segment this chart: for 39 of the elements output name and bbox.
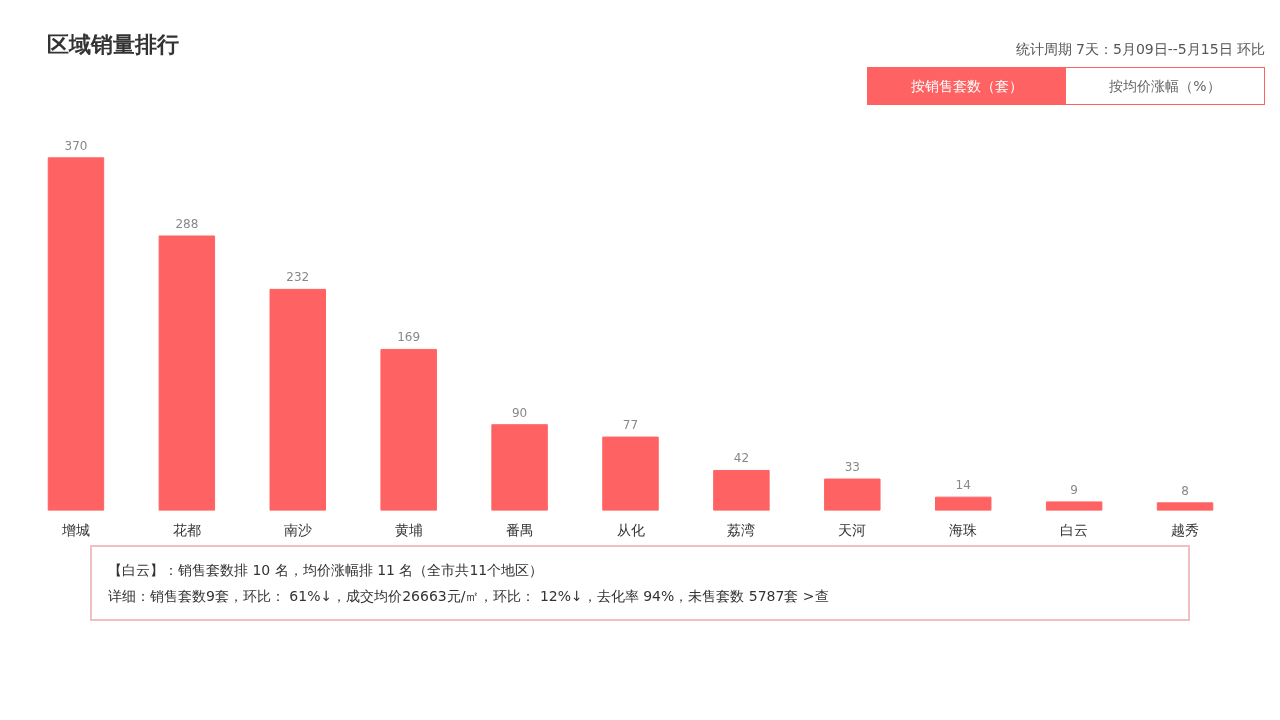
x-tick-label: 越秀 xyxy=(1171,521,1200,538)
x-tick-label: 荔湾 xyxy=(727,521,756,538)
data-label: 14 xyxy=(955,478,971,493)
text: 按均价涨幅（%） xyxy=(1066,68,1264,104)
data-label: 232 xyxy=(286,270,310,285)
x-tick-label: 增城 xyxy=(60,521,90,538)
data-label: 33 xyxy=(844,460,860,475)
bar xyxy=(1156,502,1214,511)
text: 【白云】：销售套数排 10 名，均价涨幅排 11 名（全市共11个地区） xyxy=(108,561,545,580)
bar xyxy=(602,436,659,511)
data-label: 42 xyxy=(733,451,750,466)
bar xyxy=(713,469,770,511)
x-tick-label: 黄埔 xyxy=(394,521,423,538)
bar xyxy=(935,496,992,511)
x-tick-label: 南沙 xyxy=(283,521,312,538)
data-label: 9 xyxy=(1070,482,1078,497)
x-tick-label: 番禺 xyxy=(505,521,534,538)
bar xyxy=(158,235,216,511)
chart-subtitle: 统计周期 7天：5月09日--5月15日 环比 xyxy=(1015,40,1265,59)
bar xyxy=(491,424,548,511)
x-tick-label: 天河 xyxy=(838,521,867,538)
x-tick-label: 白云 xyxy=(1060,521,1089,538)
x-tick-label: 从化 xyxy=(616,521,645,538)
bar xyxy=(269,288,326,511)
text: 按销售套数（套） xyxy=(868,68,1066,104)
data-label: 90 xyxy=(511,405,528,420)
data-label: 288 xyxy=(175,216,199,231)
data-label: 370 xyxy=(64,138,88,153)
bar xyxy=(824,478,881,511)
text: 详细：销售套数9套，环比： 61%↓，成交均价26663元/㎡，环比： 12%↓，去化率 94%，未售套数 5787套 >查 xyxy=(108,587,830,606)
x-tick-label: 花都 xyxy=(172,521,201,538)
bar xyxy=(47,157,105,511)
bar xyxy=(380,348,437,511)
data-label: 77 xyxy=(622,418,639,433)
x-tick-label: 海珠 xyxy=(949,521,978,538)
data-label: 169 xyxy=(397,330,421,345)
chart-title: 区域销量排行 xyxy=(47,31,179,59)
data-label: 8 xyxy=(1181,483,1189,498)
bar xyxy=(1045,501,1103,511)
